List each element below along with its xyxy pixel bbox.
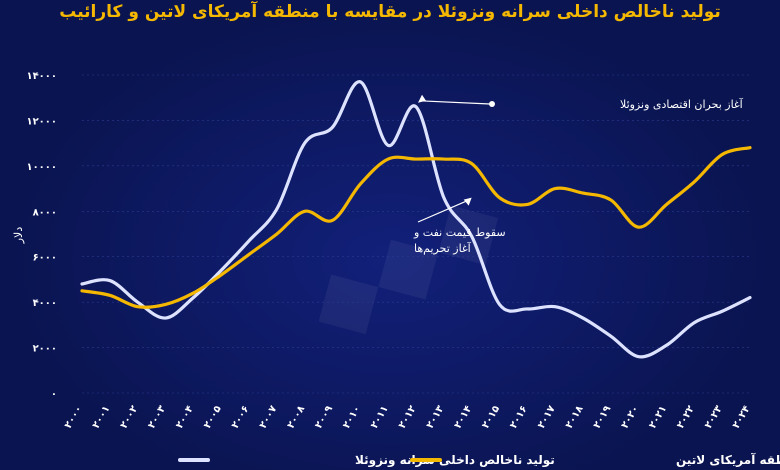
x-tick-label: ۲۰۰۱	[91, 404, 113, 431]
legend: تولید ناخالص داخلی سرانه ونزوئلا تولید نا…	[178, 452, 780, 468]
x-tick-label: ۲۰۱۱	[369, 404, 391, 431]
chart-title: تولید ناخالص داخلی سرانه ونزوئلا در مقای…	[59, 2, 721, 22]
watermark: ◆◆◆	[289, 166, 521, 361]
annotation-text: آغاز تحریم‌ها	[414, 241, 472, 255]
y-tick-label: ۰	[51, 389, 57, 400]
y-tick-label: ۶۰۰۰	[33, 253, 57, 264]
y-tick-label: ۱۴۰۰۰	[26, 71, 57, 82]
x-tick-label: ۲۰۲۱	[647, 404, 669, 431]
legend-label: تولید ناخالص داخلی سرانه ونزوئلا	[355, 453, 555, 468]
x-tick-label: ۲۰۰۳	[146, 404, 168, 431]
annotation-leader	[417, 199, 470, 223]
annotation-leader	[419, 100, 491, 105]
legend-label: تولید ناخالص داخلی سرانه منطقه آمریکای ل…	[676, 452, 780, 468]
x-tick-label: ۲۰۲۰	[620, 404, 642, 431]
series-lines	[80, 80, 752, 359]
y-tick-label: ۲۰۰۰	[33, 344, 57, 355]
annotation-text: سقوط قیمت نفت و	[413, 226, 506, 239]
x-tick-label: ۲۰۱۵	[480, 404, 502, 431]
x-tick-label: ۲۰۱۹	[592, 404, 614, 431]
annotations: آغاز بحران اقتصادی ونزوئلا سقوط قیمت نفت …	[413, 94, 744, 255]
annotation-arrow	[418, 94, 426, 103]
x-tick-label: ۲۰۱۸	[564, 404, 586, 431]
grid	[82, 74, 750, 394]
y-axis-ticks: ۰ ۲۰۰۰ ۴۰۰۰ ۶۰۰۰ ۸۰۰۰ ۱۰۰۰۰ ۱۲۰۰۰ ۱۴۰۰۰	[26, 71, 57, 400]
y-tick-label: ۸۰۰۰	[33, 207, 57, 218]
x-tick-label: ۲۰۱۰	[341, 404, 363, 431]
annotation-dot	[489, 101, 495, 107]
series-line-0	[80, 80, 752, 359]
y-tick-label: ۱۰۰۰۰	[26, 162, 57, 173]
x-tick-label: ۲۰۱۳	[425, 404, 447, 431]
x-tick-label: ۲۰۱۷	[536, 404, 558, 431]
svg-text:◆◆◆: ◆◆◆	[289, 166, 521, 361]
y-axis-label: دلار	[12, 227, 25, 245]
series-line-1	[80, 146, 752, 309]
x-tick-label: ۲۰۱۶	[508, 404, 530, 431]
x-tick-label: ۲۰۰۵	[202, 404, 224, 431]
annotation-arrow	[463, 197, 472, 206]
x-tick-label: ۲۰۰۶	[230, 404, 252, 431]
x-tick-label: ۲۰۰۰	[63, 404, 85, 431]
x-tick-label: ۲۰۲۳	[703, 404, 725, 431]
y-tick-label: ۱۲۰۰۰	[26, 116, 57, 127]
x-tick-label: ۲۰۰۸	[286, 404, 308, 431]
x-tick-label: ۲۰۰۲	[119, 404, 141, 431]
x-tick-label: ۲۰۰۴	[174, 404, 196, 431]
x-tick-label: ۲۰۱۲	[397, 404, 419, 431]
x-tick-label: ۲۰۱۴	[453, 404, 475, 431]
x-tick-label: ۲۰۲۴	[731, 404, 753, 431]
x-tick-label: ۲۰۰۷	[258, 404, 280, 431]
x-tick-label: ۲۰۲۲	[675, 404, 697, 431]
x-axis-ticks: ۲۰۰۰ ۲۰۰۱ ۲۰۰۲ ۲۰۰۳ ۲۰۰۴ ۲۰۰۵ ۲۰۰۶ ۲۰۰۷ ۲۰۰۸ ۲۰۰۹…	[63, 404, 753, 431]
y-tick-label: ۴۰۰۰	[33, 298, 57, 309]
x-tick-label: ۲۰۰۹	[313, 404, 335, 431]
annotation-text: آغاز بحران اقتصادی ونزوئلا	[620, 97, 744, 111]
